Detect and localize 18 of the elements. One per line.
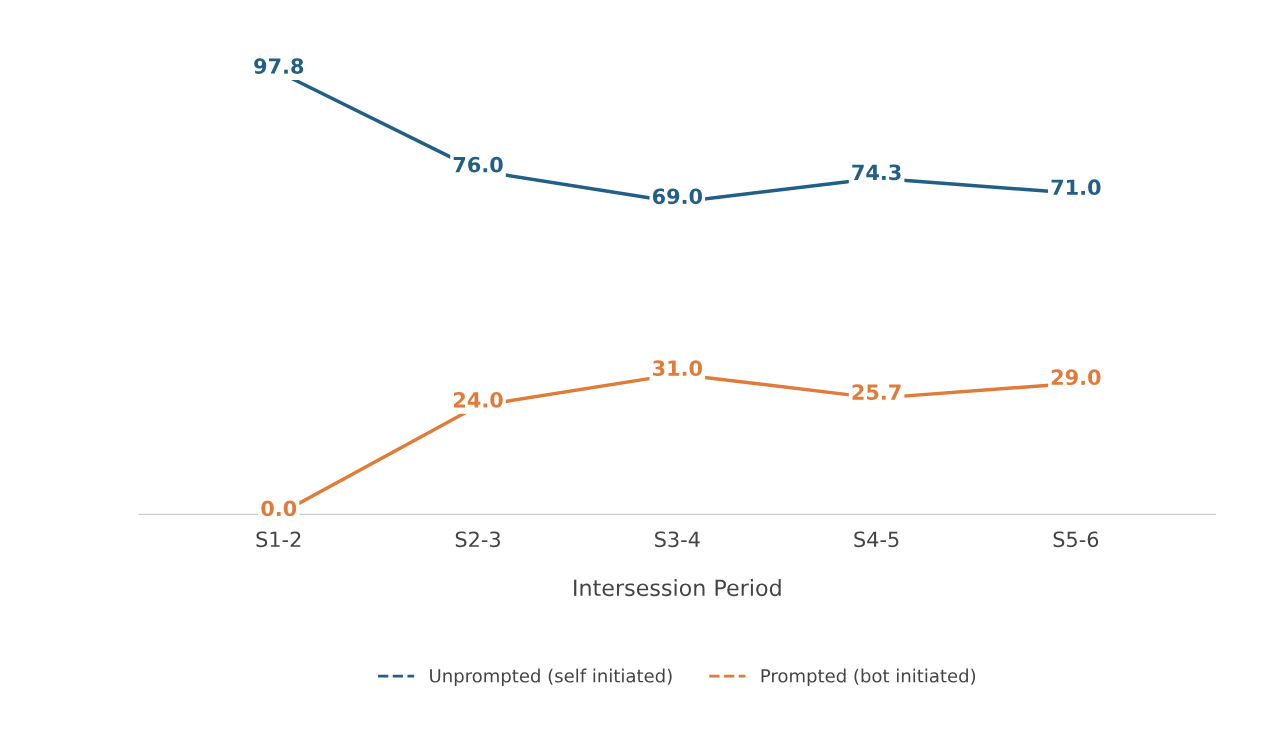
data-label: 24.0	[453, 391, 503, 408]
x-tick-label: S2-3	[455, 531, 500, 548]
data-label: 97.8	[254, 58, 304, 74]
data-label: 76.0	[453, 156, 503, 173]
x-tick-label: S4-5	[854, 531, 899, 548]
data-label: 29.0	[1051, 369, 1101, 386]
data-label: 71.0	[1051, 179, 1101, 196]
x-tick-label: S5-6	[1053, 531, 1099, 548]
data-label: 25.7	[852, 384, 901, 401]
data-label: 74.3	[852, 164, 901, 181]
x-axis-title: Intersession Period	[574, 578, 781, 597]
x-tick-label: S3-4	[655, 531, 700, 548]
data-label: 69.0	[652, 188, 703, 205]
x-tick-label: S1-2	[256, 531, 301, 548]
data-label: 0.0	[261, 500, 297, 517]
data-label: 31.0	[653, 360, 703, 377]
legend-label: Prompted (bot initiated)	[761, 668, 976, 687]
legend-label: Unprompted (self initiated)	[430, 668, 672, 687]
